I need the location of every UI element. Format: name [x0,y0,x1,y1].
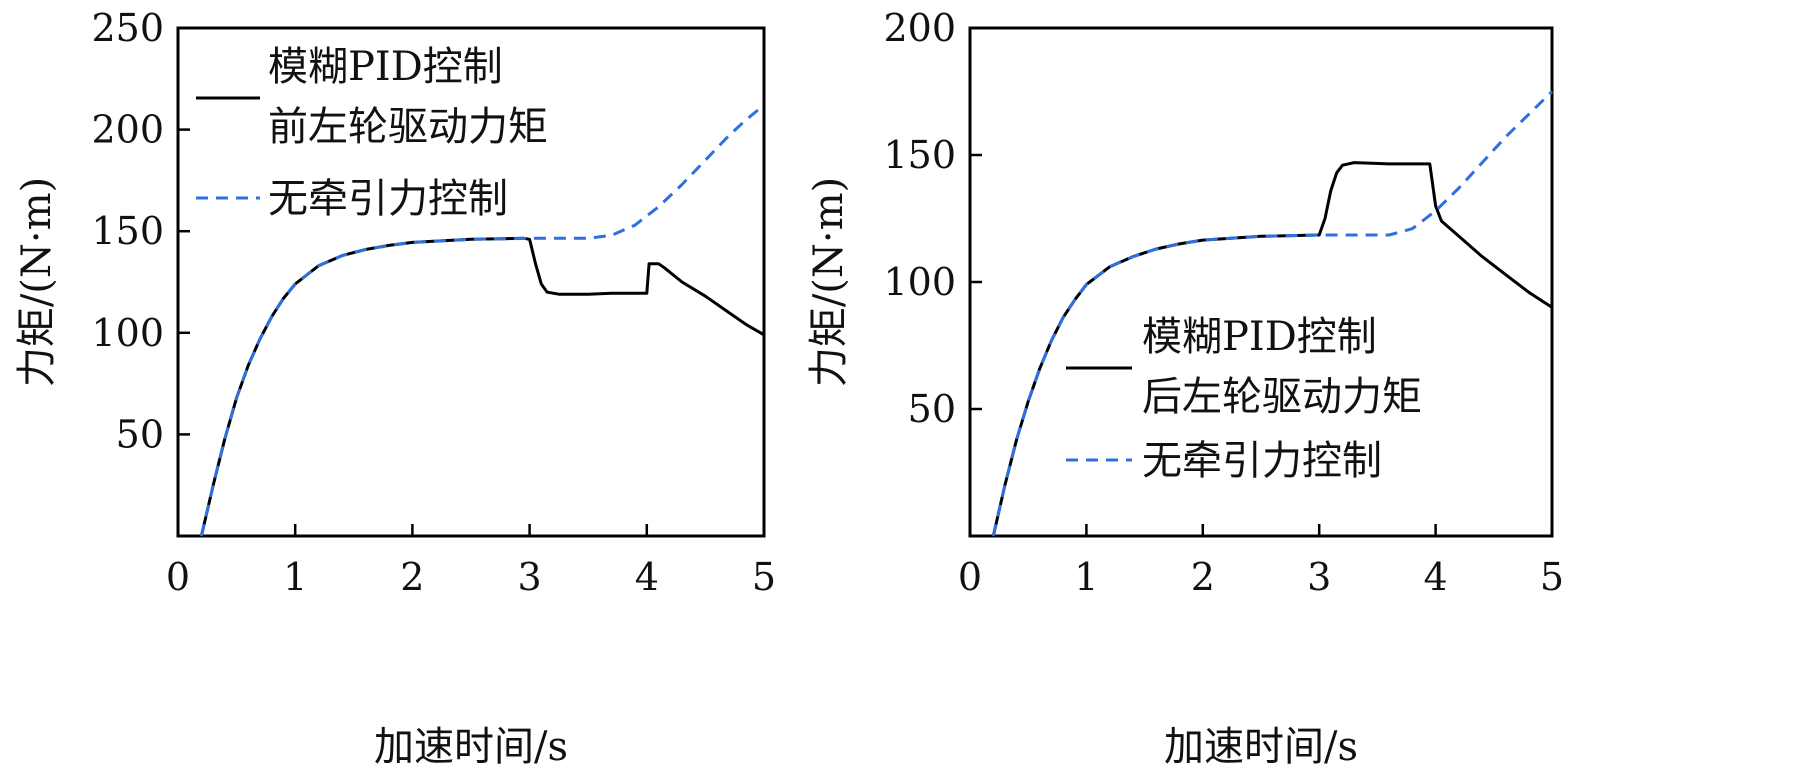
x-tick-label: 2 [400,555,424,599]
x-tick-label: 0 [166,555,190,599]
x-tick-label: 5 [1540,555,1564,599]
series-line-no-traction-control [991,90,1554,537]
y-tick-label: 50 [116,412,164,456]
legend-dashed-label: 无牵引力控制 [1142,438,1382,484]
chart-right: 0 1 2 3 4 5 50 100 150 200 加速时间/s 力矩/(N·m) 模糊PID控… [806,6,1564,770]
y-tick-label: 100 [91,311,164,355]
x-tick-label: 4 [1424,555,1448,599]
legend-dashed-label: 无牵引力控制 [268,176,508,222]
series-group [199,104,765,537]
x-tick-label: 5 [752,555,776,599]
x-tick-label: 1 [283,555,307,599]
series-group [991,90,1554,537]
y-tick-label: 100 [883,260,956,304]
y-tick-label: 250 [91,6,164,50]
y-tick-label: 200 [91,108,164,152]
plot-frame [176,26,766,538]
x-tick-label: 0 [958,555,982,599]
chart-left: 0 1 2 3 4 5 50 100 150 200 250 加速时间/s 力矩/(N·m) 模糊P… [14,6,776,770]
x-tick-label: 4 [635,555,659,599]
y-axis-label: 力矩/(N·m) [14,177,60,387]
y-tick-label: 150 [91,209,164,253]
series-line-fuzzy-pid [199,236,765,537]
tick-group: 0 1 2 3 4 5 50 100 150 200 250 [91,6,776,599]
y-tick-label: 200 [883,6,956,50]
series-line-no-traction-control [199,104,765,537]
legend-solid-label-line2: 前左轮驱动力矩 [268,104,548,150]
x-tick-label: 3 [518,555,542,599]
legend-solid-label-line1: 模糊PID控制 [268,44,503,90]
x-tick-label: 1 [1074,555,1098,599]
y-axis-label: 力矩/(N·m) [806,177,852,387]
x-tick-label: 3 [1307,555,1331,599]
y-tick-label: 150 [883,133,956,177]
legend: 模糊PID控制 前左轮驱动力矩 无牵引力控制 [196,44,548,222]
x-axis-label: 加速时间/s [1164,724,1358,770]
legend-solid-label-line2: 后左轮驱动力矩 [1142,374,1422,420]
legend-solid-label-line1: 模糊PID控制 [1142,314,1377,360]
y-tick-label: 50 [908,387,956,431]
x-tick-label: 2 [1191,555,1215,599]
tick-group: 0 1 2 3 4 5 50 100 150 200 [883,6,1564,599]
legend: 模糊PID控制 后左轮驱动力矩 无牵引力控制 [1066,314,1422,484]
x-axis-label: 加速时间/s [374,724,568,770]
